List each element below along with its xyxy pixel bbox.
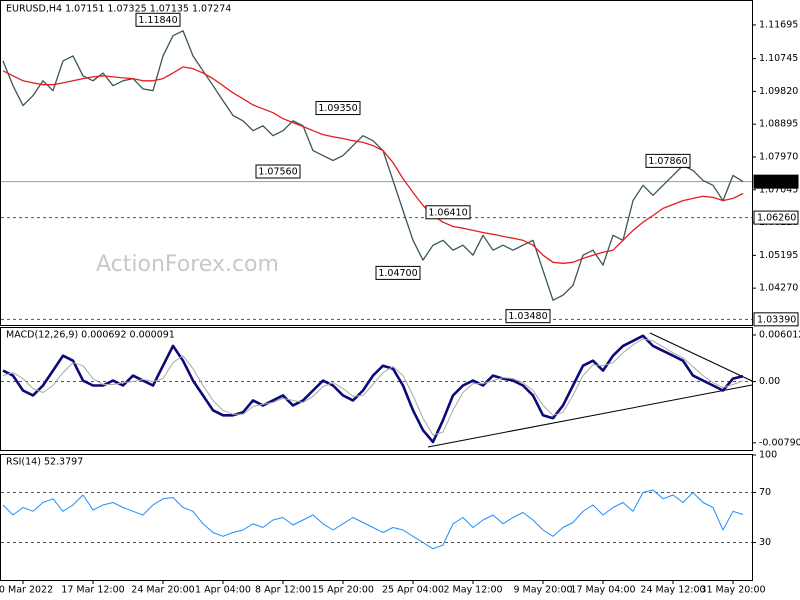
y-tick-label: 30 bbox=[759, 537, 771, 548]
annotation-label: 1.03480 bbox=[508, 311, 547, 322]
annotation-box bbox=[425, 205, 471, 220]
annotation-box bbox=[255, 164, 301, 179]
x-tick-label: 24 Mar 20:00 bbox=[131, 585, 194, 596]
annotation-box bbox=[375, 265, 421, 280]
rsi-title: RSI(14) 52.3797 bbox=[6, 457, 83, 468]
x-tick-label: 15 Apr 20:00 bbox=[312, 585, 374, 596]
series-line bbox=[2, 30, 744, 301]
x-tick-label: 10 Mar 2022 bbox=[0, 585, 53, 596]
level-label-box bbox=[753, 312, 799, 327]
annotation-box bbox=[135, 12, 181, 27]
price-panel bbox=[0, 0, 753, 326]
x-tick-label: 1 Apr 04:00 bbox=[195, 585, 251, 596]
annotation-label: 1.04700 bbox=[378, 268, 417, 279]
x-tick-label: 2 May 12:00 bbox=[443, 585, 502, 596]
y-tick-label: 1.07045 bbox=[759, 184, 798, 195]
chart-title: EURUSD,H4 1.07151 1.07325 1.07135 1.0727… bbox=[6, 4, 231, 15]
level-label: 1.03390 bbox=[757, 314, 796, 325]
x-tick-label: 24 May 12:00 bbox=[640, 585, 705, 596]
y-tick-label: 0.00 bbox=[759, 376, 780, 387]
y-tick-label: -0.007907 bbox=[759, 437, 800, 448]
trendline bbox=[427, 384, 753, 448]
y-tick-label: 0.006012 bbox=[759, 329, 800, 340]
x-tick-label: 17 May 04:00 bbox=[570, 585, 635, 596]
x-tick-label: 17 Mar 12:00 bbox=[61, 585, 124, 596]
y-tick-label: 1.07970 bbox=[759, 151, 798, 162]
annotation-label: 1.11840 bbox=[138, 15, 177, 26]
annotation-label: 1.07860 bbox=[648, 156, 687, 167]
macd-title: MACD(12,26,9) 0.000692 0.000091 bbox=[6, 330, 175, 341]
annotation-box bbox=[505, 309, 551, 324]
annotation-box bbox=[645, 153, 691, 168]
watermark: ActionForex.com bbox=[96, 252, 279, 277]
x-tick-label: 25 Apr 04:00 bbox=[382, 585, 444, 596]
annotation-box bbox=[315, 101, 361, 116]
y-tick-label: 1.05195 bbox=[759, 250, 798, 261]
y-tick-label: 70 bbox=[759, 487, 771, 498]
y-tick-label: 100 bbox=[759, 450, 777, 461]
annotation-label: 1.09350 bbox=[318, 103, 357, 114]
series-line bbox=[2, 338, 744, 436]
level-label: 1.06260 bbox=[757, 213, 796, 224]
y-tick-label: 1.09820 bbox=[759, 86, 798, 97]
series-line bbox=[2, 66, 744, 264]
annotation-label: 1.06410 bbox=[428, 207, 467, 218]
y-tick-label: 1.10745 bbox=[759, 53, 798, 64]
annotation-label: 1.07560 bbox=[258, 167, 297, 178]
level-label-box bbox=[753, 210, 799, 225]
series-line bbox=[2, 489, 744, 550]
y-tick-label: 1.04270 bbox=[759, 283, 798, 294]
y-tick-label: 1.11695 bbox=[759, 19, 798, 30]
macd-panel bbox=[0, 327, 753, 451]
x-tick-label: 8 Apr 12:00 bbox=[255, 585, 311, 596]
level-label: 1.07274 bbox=[757, 177, 796, 188]
level-label-box bbox=[753, 174, 799, 189]
rsi-panel bbox=[0, 454, 753, 581]
x-tick-label: 31 May 20:00 bbox=[700, 585, 765, 596]
y-tick-label: 1.08895 bbox=[759, 119, 798, 130]
trendline bbox=[649, 332, 753, 382]
x-tick-label: 9 May 20:00 bbox=[513, 585, 572, 596]
